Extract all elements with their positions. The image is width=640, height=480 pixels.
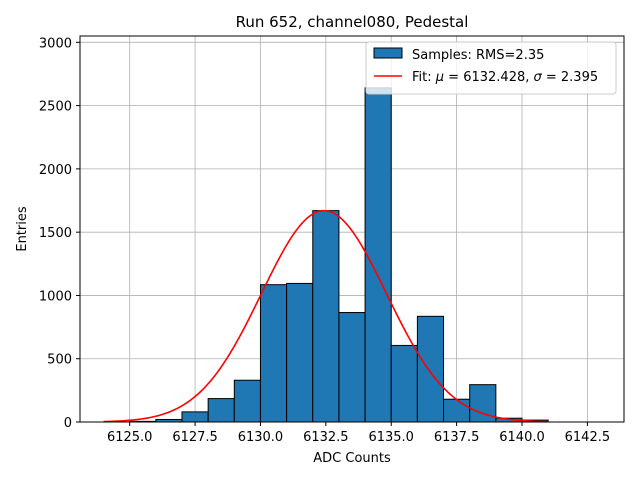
legend-fit-label: Fit: μ = 6132.428, σ = 2.395 — [412, 70, 598, 85]
legend-fit-prefix: Fit: — [412, 70, 436, 85]
legend: Samples: RMS=2.35 Fit: μ = 6132.428, σ =… — [365, 41, 617, 95]
y-tick-label: 1000 — [39, 289, 72, 304]
legend-fit-suffix: = 2.395 — [542, 70, 598, 85]
legend-fit-mu-symbol: μ — [435, 70, 444, 85]
legend-samples-label: Samples: RMS=2.35 — [412, 48, 544, 63]
histogram-bar — [233, 379, 261, 423]
histogram-bar — [181, 411, 209, 423]
histogram-bar — [207, 398, 235, 423]
histogram-bar — [443, 398, 471, 423]
y-tick-label: 0 — [64, 416, 72, 431]
legend-fit-mid: = 6132.428, — [444, 70, 533, 85]
legend-box — [365, 41, 617, 95]
axes-frame — [79, 35, 625, 423]
x-tick-label: 6130.0 — [238, 430, 284, 445]
x-tick-label: 6135.0 — [368, 430, 414, 445]
legend-fit-sigma-symbol: σ — [534, 70, 543, 85]
y-axis-title: Entries — [15, 206, 30, 252]
y-tick-label: 2000 — [39, 163, 72, 178]
histogram-bar — [312, 210, 340, 423]
histogram-bar — [390, 344, 418, 423]
histogram-bar — [259, 284, 288, 423]
y-tick-label: 1500 — [39, 226, 72, 241]
chart-title: Run 652, channel080, Pedestal — [236, 13, 469, 31]
y-tick-label: 500 — [47, 353, 72, 368]
y-tick-label: 2500 — [39, 100, 72, 115]
x-tick-label: 6142.5 — [565, 430, 611, 445]
axis-ticks: 6125.0 6127.5 6130.0 6132.5 6135.0 6137.5 6140… — [39, 36, 610, 445]
x-axis-title: ADC Counts — [313, 451, 391, 466]
x-tick-label: 6125.0 — [107, 430, 153, 445]
x-tick-label: 6132.5 — [303, 430, 349, 445]
legend-samples-swatch — [373, 47, 403, 59]
x-tick-label: 6137.5 — [434, 430, 480, 445]
x-tick-label: 6140.0 — [499, 430, 545, 445]
y-tick-label: 3000 — [39, 36, 72, 51]
histogram-bar — [364, 87, 392, 423]
x-tick-label: 6127.5 — [172, 430, 218, 445]
fit-line — [103, 209, 549, 423]
histogram-bar — [416, 315, 445, 423]
histogram-bar — [286, 282, 314, 423]
gaussian-fit-curve — [103, 209, 549, 423]
histogram-bar — [338, 312, 366, 423]
